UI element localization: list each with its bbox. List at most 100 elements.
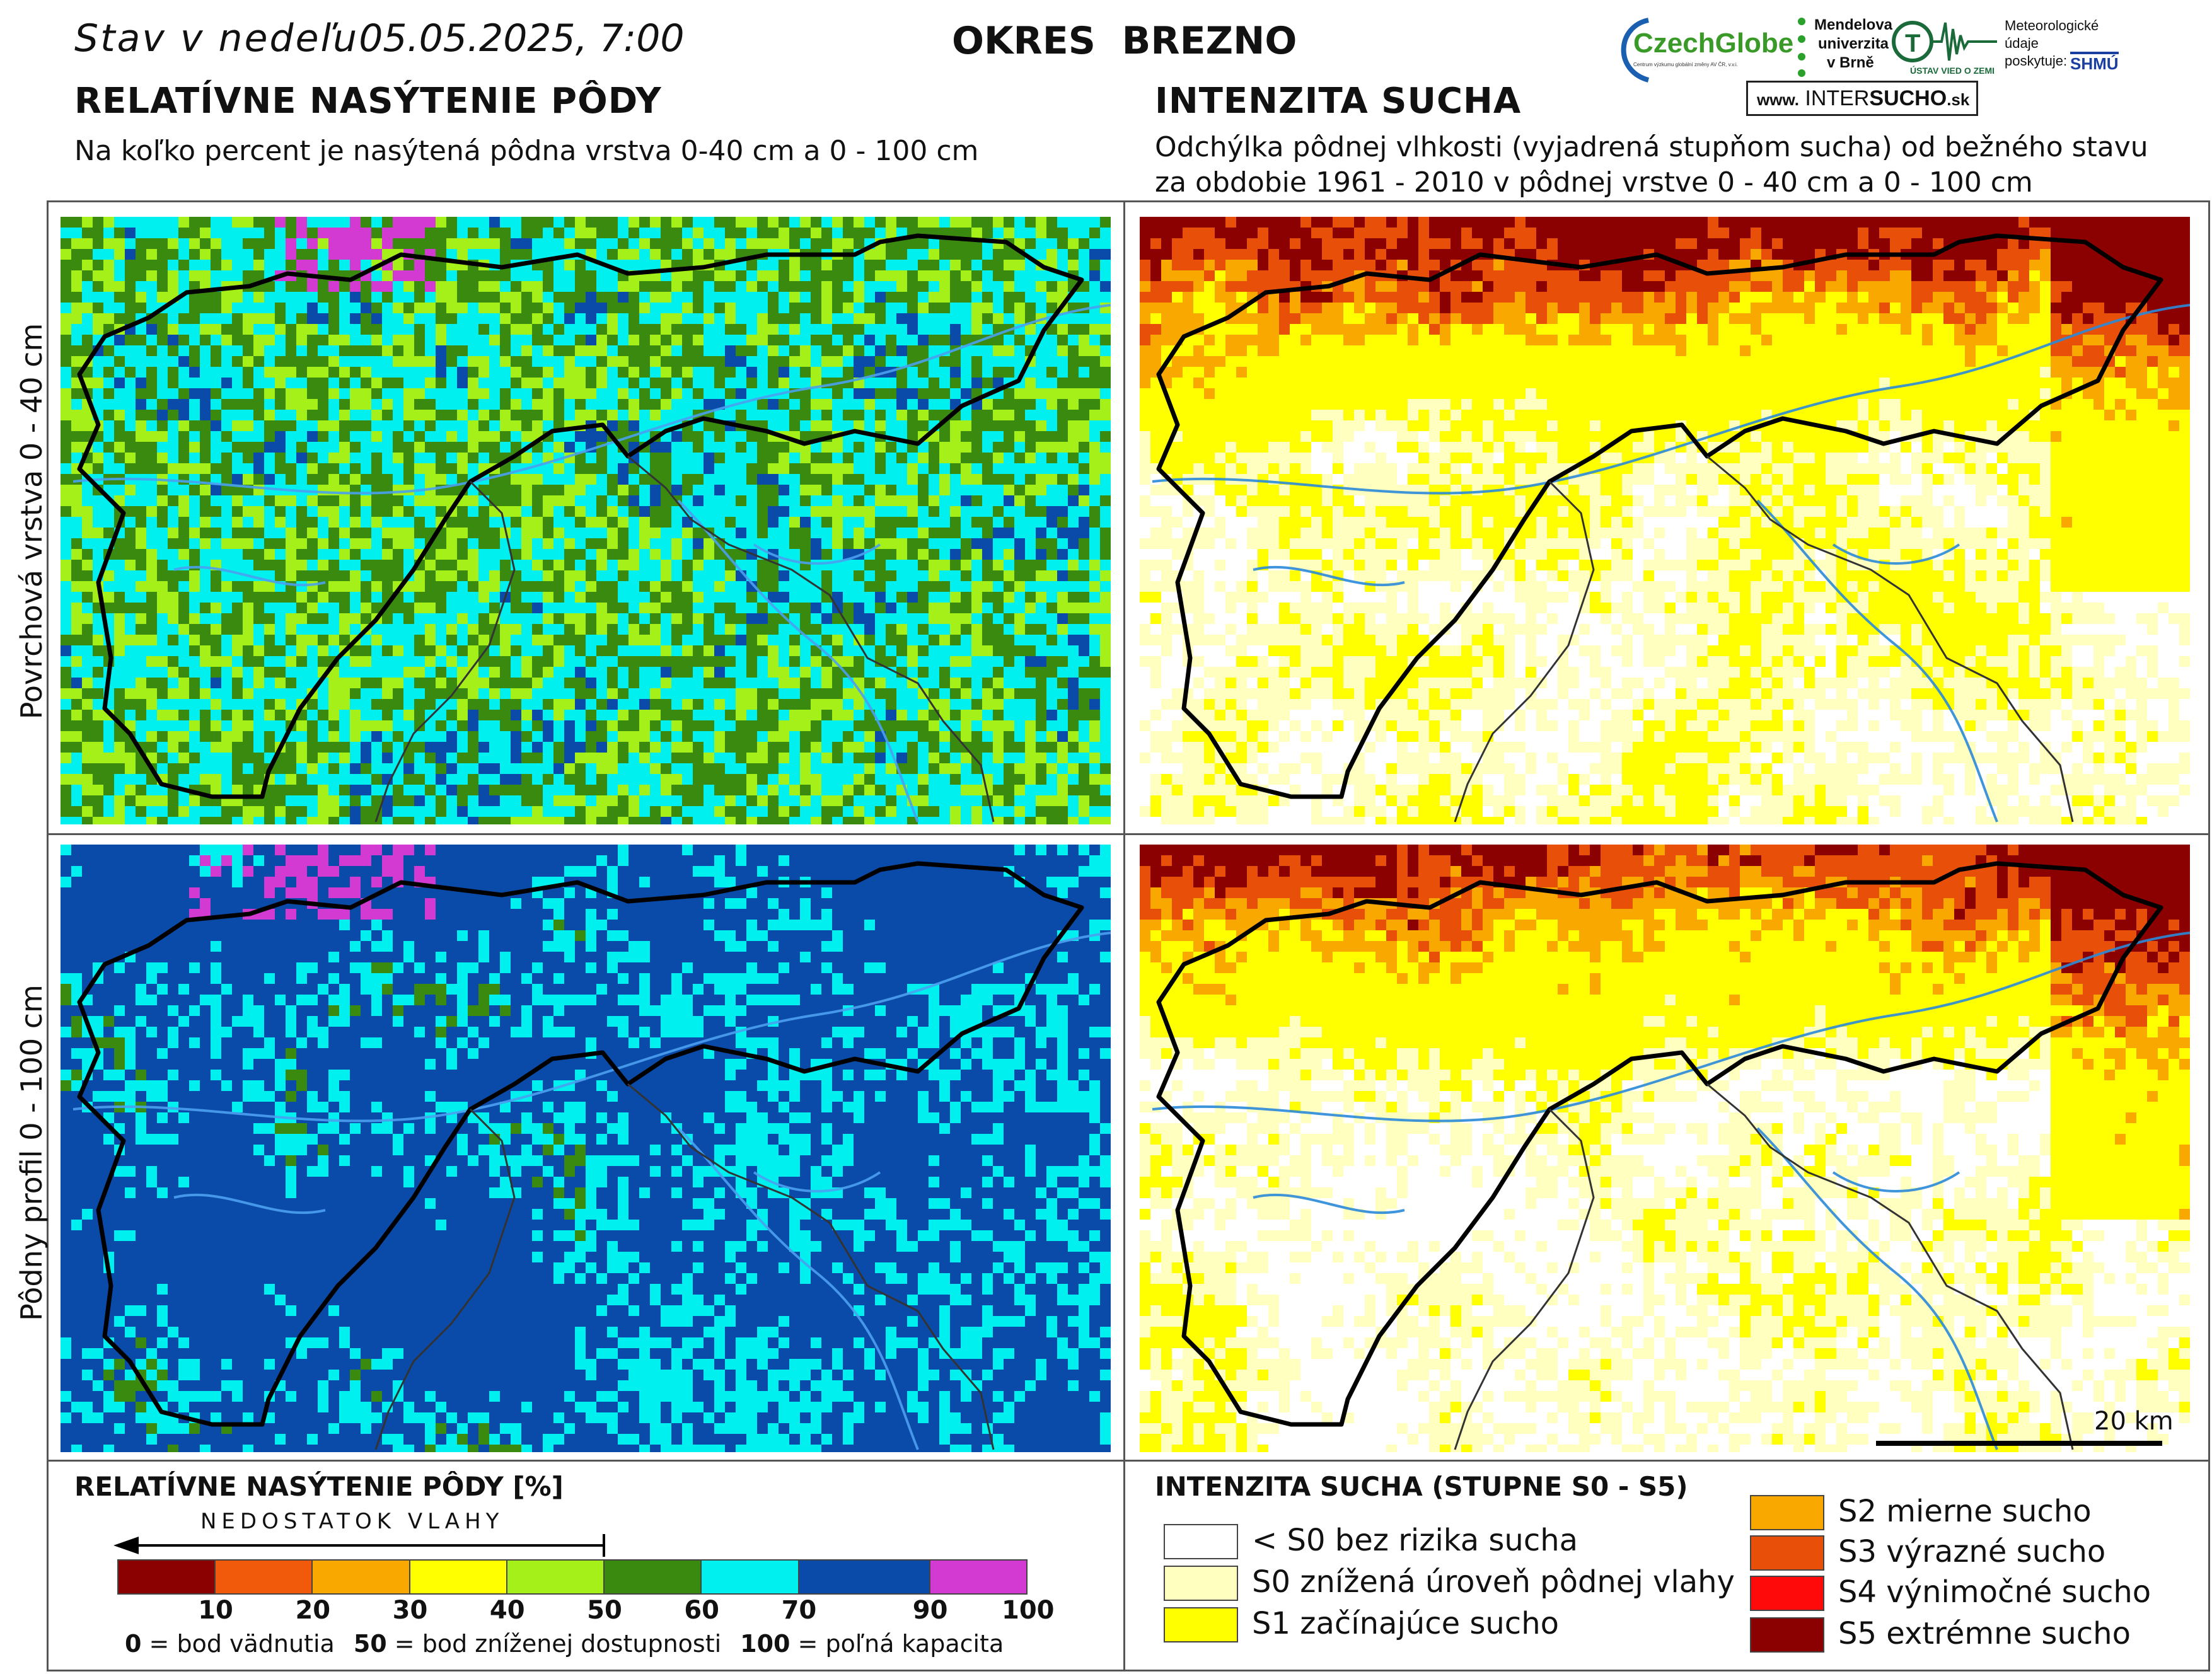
map-drought-profile: [1140, 845, 2190, 1452]
seismograph-icon: T: [1892, 21, 1997, 62]
river-line: [1832, 1171, 1960, 1192]
status-line: Stav v nedeľu05.05.2025, 7:00: [74, 16, 685, 61]
river-line: [1253, 566, 1405, 586]
saturation-tick-label: 20: [295, 1596, 330, 1625]
mendelu-line3: v Brně: [1827, 54, 1874, 72]
mendelu-logo: Mendelova univerzita v Brně: [1795, 13, 1892, 82]
saturation-tick-label: 30: [393, 1596, 428, 1625]
saturation-swatch: [603, 1559, 702, 1595]
saturation-tick-labels: 10 20 30 40 50 60 70 90 100: [0, 1596, 1122, 1627]
saturation-swatch: [214, 1559, 313, 1595]
neighbour-boundary: [627, 455, 995, 823]
saturation-swatch: [929, 1559, 1028, 1595]
neighbour-boundary: [1706, 455, 2074, 823]
neighbour-boundary: [1454, 1108, 1595, 1450]
map-saturation-topsoil: [61, 217, 1111, 824]
frame-divider-horizontal: [47, 833, 2208, 835]
river-line: [1756, 499, 1998, 823]
drought-legend-label: S0 znížená úroveň pôdnej vlahy: [1252, 1564, 1735, 1600]
raster-cells: [61, 217, 1111, 824]
drought-swatch: [1164, 1566, 1238, 1601]
left-panel-subtitle: Na koľko percent je nasýtená pôdna vrstv…: [74, 134, 978, 169]
meteo-line2: údaje: [2005, 35, 2039, 52]
czechglobe-name: CzechGlobe: [1633, 28, 1793, 59]
saturation-swatch: [311, 1559, 410, 1595]
river-line: [1152, 932, 2190, 1123]
neighbour-boundary: [1454, 480, 1595, 823]
district-boundary: [77, 861, 1084, 1427]
saturation-color-bar: [117, 1559, 1028, 1595]
river-line: [72, 304, 1111, 495]
frame-divider-vertical: [1123, 200, 1125, 1668]
note-50-text: = bod zníženej dostupnosti: [387, 1630, 721, 1658]
drought-legend-label: S5 extrémne sucho: [1838, 1616, 2131, 1651]
right-panel-title: INTENZITA SUCHA: [1155, 81, 1521, 122]
saturation-tick-label: 60: [684, 1596, 719, 1625]
note-100-text: = poľná kapacita: [790, 1630, 1004, 1658]
saturation-tick-label: 40: [490, 1596, 525, 1625]
left-arrow-icon: [113, 1534, 605, 1557]
note-0-text: = bod vädnutia: [141, 1630, 335, 1658]
district-boundary: [1156, 861, 2163, 1427]
map-saturation-profile: [61, 845, 1111, 1452]
scale-bar-label: 20 km: [2094, 1407, 2174, 1436]
river-line: [1253, 1194, 1405, 1214]
saturation-swatch: [506, 1559, 605, 1595]
saturation-tick-label: 50: [587, 1596, 622, 1625]
drought-legend-label: < S0 bez rizika sucha: [1252, 1523, 1578, 1558]
note-0-num: 0: [125, 1630, 141, 1658]
saturation-swatch: [700, 1559, 799, 1595]
intersucho-sucho: SUCHO: [1869, 86, 1947, 110]
uvgz-logo: T ÚSTAV VIED O ZEMI: [1891, 16, 1998, 79]
meteo-provider: Meteorologické údaje poskytuje: SHMÚ: [2005, 16, 2131, 86]
raster-cells: [1140, 845, 2190, 1452]
drought-swatch: [1164, 1524, 1238, 1559]
drought-legend-label: S4 výnimočné sucho: [1838, 1574, 2151, 1610]
row-label-top: Povrchová vrstva 0 - 40 cm: [14, 301, 49, 742]
district-boundary: [77, 233, 1084, 799]
saturation-tick-label: 10: [198, 1596, 233, 1625]
mendelu-line1: Mendelova: [1814, 16, 1892, 34]
status-datetime: 05.05.2025, 7:00: [359, 16, 684, 61]
note-50-num: 50: [354, 1630, 387, 1658]
neighbour-boundary: [374, 480, 516, 823]
mendelu-dots-icon: [1798, 18, 1805, 77]
drought-swatch: [1750, 1495, 1824, 1530]
legend-drought-title: INTENZITA SUCHA (STUPNE S0 - S5): [1155, 1471, 1688, 1502]
czechglobe-swoosh-icon: [1621, 18, 1650, 83]
right-panel-subtitle-2: za obdobie 1961 - 2010 v pôdnej vrstve 0…: [1155, 165, 2033, 200]
row-label-bottom: Pôdny profil 0 - 100 cm: [14, 932, 49, 1373]
note-100-num: 100: [740, 1630, 790, 1658]
legend-saturation-title: RELATÍVNE NASÝTENIE PÔDY [%]: [74, 1471, 564, 1502]
legend-arrow-label: NEDOSTATOK VLAHY: [200, 1509, 504, 1534]
saturation-tick-label: 70: [782, 1596, 817, 1625]
river-line: [1756, 1127, 1998, 1450]
river-line: [677, 499, 919, 823]
legend-drought: [1123, 1460, 2210, 1671]
meteo-line3: poskytuje:: [2005, 53, 2067, 69]
meteo-line1: Meteorologické: [2005, 18, 2099, 34]
drought-legend-label: S3 výrazné sucho: [1838, 1534, 2105, 1569]
drought-swatch: [1750, 1576, 1824, 1611]
drought-swatch: [1750, 1617, 1824, 1653]
river-line: [173, 566, 326, 586]
right-panel-subtitle-1: Odchýlka pôdnej vlhkosti (vyjadrená stup…: [1155, 130, 2148, 165]
intersucho-suffix: .sk: [1947, 90, 1969, 109]
river-line: [72, 932, 1111, 1123]
saturation-tick-label: 100: [1002, 1596, 1055, 1625]
raster-cells: [1140, 217, 2190, 824]
shmu-logo: SHMÚ: [2070, 52, 2119, 74]
river-line: [1832, 543, 1960, 565]
drought-legend-label: S1 začínajúce sucho: [1252, 1606, 1559, 1641]
status-prefix: Stav v nedeľu: [74, 16, 359, 61]
intersucho-prefix: www.: [1757, 90, 1799, 109]
map-drought-topsoil: [1140, 217, 2190, 824]
neighbour-boundary: [374, 1108, 516, 1450]
saturation-swatch: [797, 1559, 930, 1595]
drought-swatch: [1750, 1535, 1824, 1571]
intersucho-logo: www. INTERSUCHO.sk: [1746, 81, 1978, 116]
river-line: [173, 1194, 326, 1214]
czechglobe-logo: CzechGlobe Centrum výzkumu globální změn…: [1611, 14, 1793, 83]
river-line: [1152, 304, 2190, 495]
left-panel-title: RELATÍVNE NASÝTENIE PÔDY: [74, 81, 662, 122]
